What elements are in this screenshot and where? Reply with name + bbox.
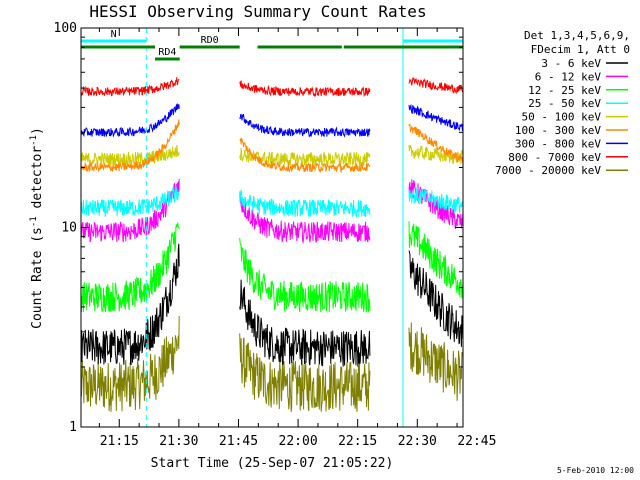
series-line — [80, 184, 180, 217]
attenuator-bars: N RD0 RD4 — [81, 29, 463, 61]
series-line — [239, 189, 371, 219]
series-line — [80, 221, 180, 313]
legend-label: 3 - 6 keV — [541, 57, 601, 70]
attenuator-bar-label: RD4 — [158, 47, 176, 58]
series-line — [239, 194, 371, 245]
legend-label: 25 - 50 keV — [528, 97, 601, 110]
legend-label: 12 - 25 keV — [528, 84, 601, 97]
series-line — [80, 77, 180, 97]
series-line — [80, 103, 180, 138]
series-layer — [80, 77, 464, 412]
legend-label: 50 - 100 keV — [522, 111, 602, 124]
series-line — [80, 178, 180, 243]
series-line — [408, 123, 464, 163]
x-tick-label: 22:15 — [338, 434, 377, 449]
series-line — [239, 237, 371, 313]
series-line — [408, 103, 464, 132]
series-line — [408, 250, 464, 347]
series-line — [239, 113, 371, 138]
y-ticks: 1 10 100 — [54, 21, 463, 435]
legend-label: 300 - 800 keV — [515, 137, 601, 150]
x-tick-label: 22:30 — [398, 434, 437, 449]
x-tick-label: 21:45 — [219, 434, 258, 449]
legend-label: 800 - 7000 keV — [508, 151, 601, 164]
attenuator-bar-label: RD0 — [201, 35, 219, 46]
series-line — [408, 77, 464, 95]
y-axis-label: Count Rate (s-1 detector-1) — [29, 127, 45, 329]
y-tick-label: 100 — [54, 21, 77, 36]
legend-header-line-2: FDecim 1, Att 0 — [531, 43, 630, 56]
attenuator-bar-label: N — [111, 29, 117, 40]
y-tick-label: 1 — [69, 420, 77, 435]
y-tick-label: 10 — [61, 221, 77, 236]
footer-timestamp: 5-Feb-2010 12:00 — [557, 466, 634, 475]
x-tick-label: 21:15 — [100, 434, 139, 449]
x-ticks: 21:15 21:30 21:45 22:00 22:15 22:30 22:45 — [98, 28, 496, 449]
x-tick-label: 21:30 — [159, 434, 198, 449]
series-line — [80, 119, 180, 173]
series-line — [239, 333, 371, 412]
chart-title: HESSI Observing Summary Count Rates — [89, 2, 426, 21]
legend-header-line-1: Det 1,3,4,5,6,9, — [524, 29, 630, 42]
series-line — [408, 144, 464, 165]
series-line — [408, 221, 464, 299]
series-line — [408, 322, 464, 401]
legend-label: 100 - 300 keV — [515, 124, 601, 137]
legend-label: 6 - 12 keV — [535, 70, 602, 83]
x-axis-label: Start Time (25-Sep-07 21:05:22) — [151, 456, 394, 471]
series-line — [80, 243, 180, 367]
x-tick-label: 22:45 — [457, 434, 496, 449]
series-line — [239, 80, 371, 98]
legend-label: 7000 - 20000 keV — [495, 164, 601, 177]
series-line — [239, 279, 371, 367]
series-line — [408, 187, 464, 214]
series-line — [239, 138, 371, 174]
x-tick-label: 22:00 — [279, 434, 318, 449]
